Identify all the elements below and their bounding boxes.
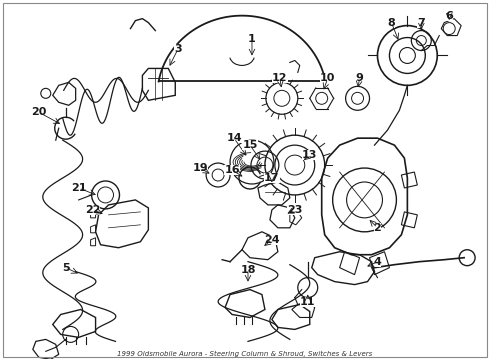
Text: 1: 1: [248, 33, 256, 44]
Text: 24: 24: [264, 235, 280, 245]
Text: 17: 17: [264, 173, 280, 183]
Text: 8: 8: [388, 18, 395, 28]
Text: 13: 13: [302, 150, 318, 160]
Text: 22: 22: [85, 205, 100, 215]
Text: 7: 7: [417, 18, 425, 28]
Text: 21: 21: [71, 183, 86, 193]
Text: 23: 23: [287, 205, 302, 215]
Text: 6: 6: [445, 11, 453, 21]
Text: 1999 Oldsmobile Aurora - Steering Column & Shroud, Switches & Levers: 1999 Oldsmobile Aurora - Steering Column…: [118, 351, 372, 357]
Text: 4: 4: [373, 257, 381, 267]
Text: 20: 20: [31, 107, 47, 117]
Text: 14: 14: [226, 133, 242, 143]
Text: 5: 5: [62, 263, 70, 273]
Text: 16: 16: [224, 165, 240, 175]
Text: 19: 19: [193, 163, 208, 173]
Text: 10: 10: [320, 73, 335, 84]
Text: 18: 18: [240, 265, 256, 275]
Text: 15: 15: [242, 140, 258, 150]
Text: 3: 3: [174, 44, 182, 54]
Text: 11: 11: [300, 297, 316, 306]
Text: 12: 12: [272, 73, 288, 84]
Text: 2: 2: [373, 223, 381, 233]
Text: 9: 9: [356, 73, 364, 84]
